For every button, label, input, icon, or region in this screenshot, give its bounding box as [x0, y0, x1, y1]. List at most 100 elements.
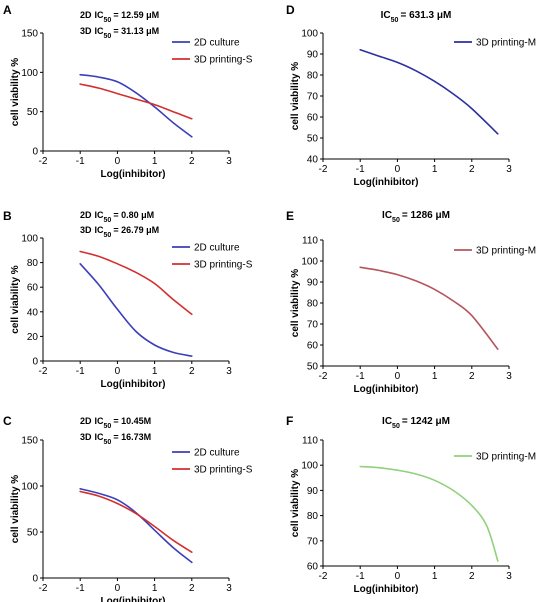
x-tick-label: 2: [469, 571, 475, 582]
x-tick-label: -1: [76, 156, 85, 167]
ic50-tag: 3D: [80, 26, 92, 36]
x-tick-label: -2: [319, 571, 328, 582]
y-tick-label: 80: [307, 511, 319, 522]
y-tick-label: 40: [27, 307, 39, 318]
y-tick-label: 100: [301, 257, 318, 268]
x-tick-label: 0: [395, 571, 401, 582]
ic50-value: = 12.59 μM: [113, 10, 159, 20]
ic50-annotation: 2D IC50 = 12.59 μM: [80, 10, 159, 24]
ic50-value: = 16.73M: [113, 432, 151, 442]
ic50-label: IC50: [95, 26, 112, 40]
x-tick-label: 1: [152, 583, 158, 594]
x-tick-label: -1: [356, 164, 365, 175]
legend-label: 3D printing-S: [194, 55, 253, 66]
x-tick-label: -2: [39, 366, 48, 377]
x-tick-label: 2: [189, 583, 195, 594]
panel-label: C: [3, 414, 12, 428]
panel-f: F -2 -1 0 1 2 3 60 70 80 90 100 110 Log(inhibitor) cel…: [286, 414, 536, 595]
ic50-value: = 1242 μM: [402, 416, 450, 427]
x-tick-label: -1: [76, 583, 85, 594]
x-tick-label: -2: [319, 371, 328, 382]
panel-label: E: [286, 209, 294, 223]
ic50-label: IC50: [95, 416, 112, 430]
panel-a: A -2 -1 0 1 2 3 0 50 100 150 Log(inhibitor) cell via…: [3, 3, 253, 180]
x-tick-label: -2: [319, 164, 328, 175]
ic50-value: = 31.13 μM: [113, 26, 159, 36]
x-tick-label: -1: [356, 371, 365, 382]
x-tick-label: 0: [115, 156, 121, 167]
legend-label: 3D printing-S: [194, 260, 253, 271]
panel-label: F: [286, 414, 293, 428]
x-tick-label: 2: [469, 371, 475, 382]
y-tick-label: 60: [307, 341, 319, 352]
ic50-label: IC50: [95, 432, 112, 446]
x-tick-label: 1: [432, 371, 438, 382]
x-tick-label: 2: [469, 164, 475, 175]
ic50-annotation: IC50 = 1286 μM: [382, 210, 450, 224]
x-tick-label: 0: [395, 371, 401, 382]
panel-label: A: [3, 3, 12, 17]
x-axis-label: Log(inhibitor): [101, 596, 166, 602]
x-axis-label: Log(inhibitor): [101, 379, 166, 390]
ic50-label: IC50: [381, 10, 399, 24]
series-line-3d-printing-s: [79, 83, 193, 120]
ic50-value: = 1286 μM: [402, 210, 450, 221]
x-tick-label: 3: [226, 366, 232, 377]
x-tick-label: -2: [39, 156, 48, 167]
ic50-tag: 2D: [80, 210, 92, 220]
x-tick-label: 3: [506, 571, 512, 582]
series-line-3d-printing-m: [359, 266, 499, 350]
x-tick-label: 1: [152, 156, 158, 167]
y-tick-label: 70: [307, 92, 319, 103]
ic50-value: = 26.79 μM: [113, 225, 159, 235]
y-tick-label: 0: [32, 574, 38, 585]
y-tick-label: 70: [307, 536, 319, 547]
x-tick-label: 0: [115, 583, 121, 594]
y-tick-label: 100: [21, 482, 38, 493]
y-tick-label: 80: [307, 71, 319, 82]
ic50-label: IC50: [95, 210, 112, 224]
y-tick-label: 60: [307, 562, 319, 573]
y-tick-label: 0: [32, 147, 38, 158]
legend-label: 3D printing-M: [476, 246, 536, 257]
ic50-annotation: 3D IC50 = 16.73M: [80, 432, 151, 446]
legend-label: 2D culture: [194, 243, 240, 254]
x-tick-label: -2: [39, 583, 48, 594]
y-tick-label: 100: [21, 234, 38, 245]
ic50-value: = 631.3 μM: [400, 10, 451, 21]
series-line-2d-culture: [79, 263, 193, 357]
y-tick-label: 100: [21, 68, 38, 79]
y-axis-label: cell viability %: [10, 265, 21, 333]
ic50-annotation: IC50 = 631.3 μM: [381, 10, 452, 24]
series-line-3d-printing-m: [359, 465, 499, 562]
y-axis-label: cell viability %: [290, 269, 301, 337]
ic50-value: = 10.45M: [113, 416, 151, 426]
panel-label: D: [286, 3, 295, 17]
ic50-tag: 3D: [80, 432, 92, 442]
x-axis-label: Log(inhibitor): [354, 177, 419, 188]
y-tick-label: 50: [27, 107, 39, 118]
panel-c: C -2 -1 0 1 2 3 0 50 100 150 Log(inhibitor) cell via…: [3, 414, 253, 602]
ic50-annotation: IC50 = 1242 μM: [382, 416, 450, 430]
y-tick-label: 90: [307, 486, 319, 497]
ic50-tag: 2D: [80, 10, 92, 20]
legend-label: 3D printing-M: [476, 38, 536, 49]
ic50-annotation: 2D IC50 = 10.45M: [80, 416, 151, 430]
series-line-3d-printing-s: [79, 490, 193, 553]
y-tick-label: 100: [301, 461, 318, 472]
y-tick-label: 50: [27, 528, 39, 539]
y-tick-label: 60: [307, 113, 319, 124]
y-tick-label: 40: [307, 155, 319, 166]
panel-d: D -2 -1 0 1 2 3 40 50 60 70 80 90 100 Log(inhibitor) ce…: [286, 3, 536, 188]
x-axis-label: Log(inhibitor): [354, 584, 419, 595]
y-axis-label: cell viability %: [10, 58, 21, 126]
series-line-2d-culture: [79, 488, 193, 564]
ic50-label: IC50: [382, 210, 400, 224]
x-tick-label: 1: [152, 366, 158, 377]
ic50-value: = 0.80 μM: [113, 210, 154, 220]
x-tick-label: 2: [189, 366, 195, 377]
panel-label: B: [3, 209, 12, 223]
x-tick-label: 3: [506, 371, 512, 382]
y-tick-label: 60: [27, 283, 39, 294]
